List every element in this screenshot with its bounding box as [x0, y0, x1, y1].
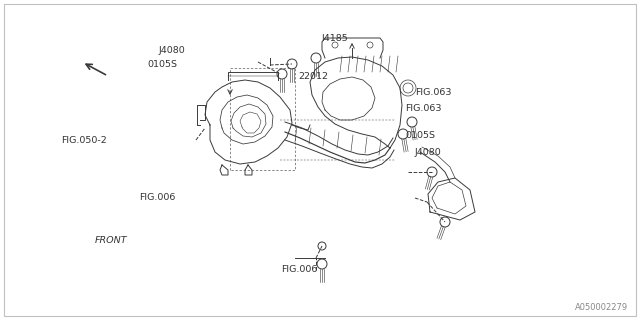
Text: A050002279: A050002279	[575, 303, 628, 312]
Text: FIG.006: FIG.006	[140, 193, 176, 202]
Text: 0105S: 0105S	[147, 60, 177, 68]
Text: J4080: J4080	[159, 46, 186, 55]
Text: 22012: 22012	[298, 72, 328, 81]
Text: J4080: J4080	[415, 148, 442, 157]
Text: FRONT: FRONT	[95, 236, 127, 245]
Text: FIG.006: FIG.006	[282, 265, 318, 274]
Text: FIG.063: FIG.063	[405, 104, 442, 113]
Text: FIG.063: FIG.063	[415, 88, 451, 97]
Text: 0105S: 0105S	[405, 131, 435, 140]
Text: FIG.050-2: FIG.050-2	[61, 136, 106, 145]
Text: I4185: I4185	[321, 34, 348, 43]
